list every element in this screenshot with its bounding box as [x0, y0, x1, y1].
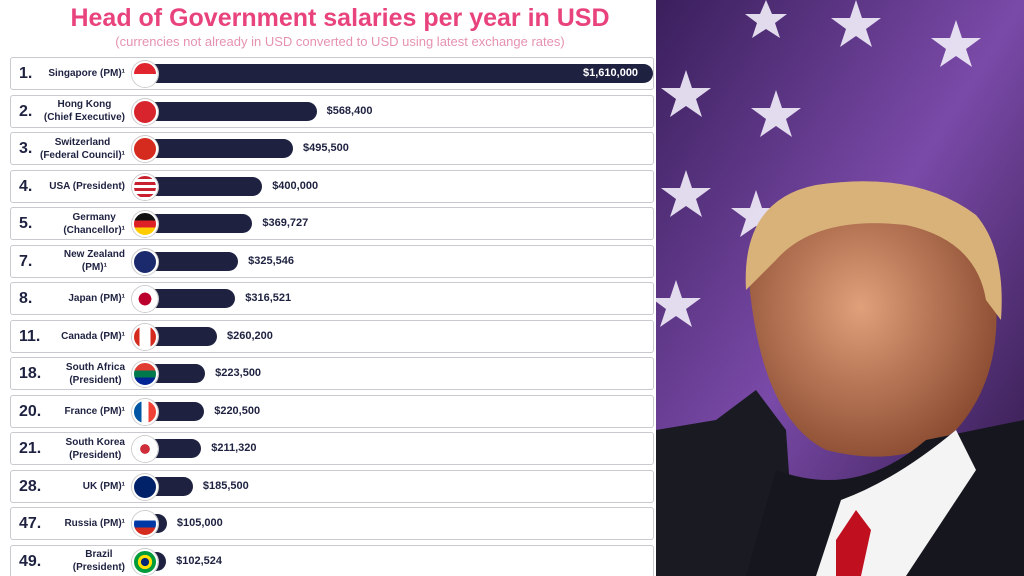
row: 1. Singapore (PM)¹ $1,610,000: [10, 57, 654, 90]
rank: 11.: [19, 327, 41, 345]
category-label: France (PM)¹: [64, 405, 125, 417]
row: 3. Switzerland (Federal Council)¹ $495,500: [10, 132, 654, 165]
category-label: Russia (PM)¹: [64, 518, 125, 529]
value-label: $1,610,000: [583, 67, 639, 79]
value-label: $495,500: [303, 142, 349, 154]
rank: 28.: [19, 477, 42, 495]
rank: 4.: [19, 177, 33, 195]
bar: [133, 289, 236, 308]
category-label: Singapore (PM)¹: [48, 68, 125, 79]
value-label: $325,546: [248, 254, 295, 267]
flag-icon: [132, 511, 158, 537]
row: 4. USA (President) $400,000: [10, 169, 654, 203]
flag-icon: [132, 61, 158, 87]
bar: [133, 251, 239, 271]
value-label: $105,000: [176, 517, 223, 529]
value-label: $316,521: [245, 292, 292, 304]
flag-icon: [132, 98, 158, 125]
rank: 5.: [19, 215, 33, 232]
value-label: $220,500: [214, 404, 261, 417]
chart-panel: Head of Government salaries per year in …: [10, 4, 654, 576]
flag-icon: [132, 173, 158, 200]
row: 8. Japan (PM)¹ $316,521: [10, 282, 654, 315]
category-label: Canada (PM)¹: [61, 330, 125, 342]
category-label: Hong Kong (Chief Executive): [43, 99, 125, 123]
flag-icon: [132, 323, 158, 350]
value-label: $568,400: [326, 104, 373, 117]
flag-icon: [132, 286, 158, 312]
rank: 20.: [19, 402, 42, 420]
value-label: $185,500: [202, 479, 249, 492]
bar: [133, 101, 317, 121]
rank: 8.: [19, 290, 33, 307]
flag-icon: [132, 361, 158, 387]
flag-icon: [132, 398, 158, 425]
rank: 3.: [19, 140, 33, 157]
flag-icon: [132, 548, 158, 575]
flag-icon: [132, 436, 158, 462]
category-label: South Korea (President): [65, 436, 125, 461]
row: 7. New Zealand (PM)¹ $325,546: [10, 244, 654, 278]
bar: [133, 176, 263, 196]
row: 47. Russia (PM)¹ $105,000: [10, 507, 654, 540]
rank: 7.: [19, 252, 33, 270]
value-label: $260,200: [227, 329, 273, 342]
rank: 18.: [19, 365, 42, 382]
category-label: USA (President): [49, 180, 125, 192]
value-label: $102,524: [176, 554, 222, 567]
row: 2. Hong Kong (Chief Executive) $568,400: [10, 94, 654, 128]
chart-subtitle: (currencies not already in USD converted…: [115, 34, 565, 49]
flag-icon: [132, 211, 158, 237]
category-label: Germany (Chancellor)¹: [63, 211, 125, 236]
category-label: New Zealand (PM)¹: [63, 249, 125, 273]
category-label: South Africa (President): [65, 361, 125, 386]
row: 20. France (PM)¹ $220,500: [10, 394, 654, 428]
row: 11. Canada (PM)¹ $260,200: [10, 319, 654, 353]
category-label: UK (PM)¹: [82, 480, 125, 492]
rank: 21.: [19, 440, 42, 457]
row: 49. Brazil (President) $102,524: [10, 544, 654, 576]
value-label: $211,320: [211, 442, 257, 454]
photo: [656, 0, 1024, 576]
value-label: $369,727: [262, 217, 309, 229]
flag-icon: [132, 136, 158, 162]
category-label: Japan (PM)¹: [68, 293, 125, 304]
row: 28. UK (PM)¹ $185,500: [10, 469, 654, 503]
category-label: Brazil (President): [72, 549, 125, 573]
row: 18. South Africa (President) $223,500: [10, 357, 654, 390]
rank: 47.: [19, 515, 42, 532]
value-label: $223,500: [215, 367, 262, 379]
bar: [133, 139, 294, 158]
value-label: $400,000: [272, 179, 319, 192]
rank: 49.: [19, 552, 42, 570]
category-label: Switzerland (Federal Council)¹: [39, 136, 125, 161]
chart-title: Head of Government salaries per year in …: [70, 4, 610, 32]
rank: 1.: [19, 65, 33, 82]
row: 21. South Korea (President) $211,320: [10, 432, 654, 465]
rank: 2.: [19, 102, 33, 120]
flag-icon: [132, 248, 158, 275]
flag-icon: [132, 473, 158, 500]
bar: [133, 64, 653, 83]
row: 5. Germany (Chancellor)¹ $369,727: [10, 207, 654, 240]
bar: [133, 214, 253, 233]
